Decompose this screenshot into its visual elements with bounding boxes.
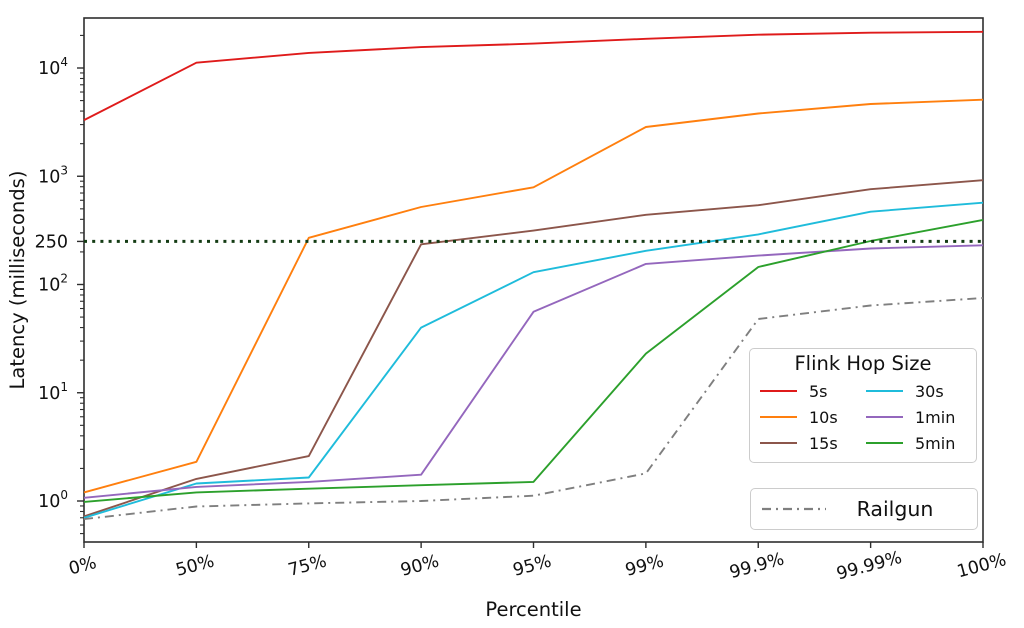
legend-entry-5s: 5s: [758, 378, 864, 404]
series-line-railgun: [83, 297, 984, 521]
legend-title: Flink Hop Size: [794, 352, 932, 375]
legend-swatch-30s: [866, 390, 903, 392]
x-tick-label: 50%: [174, 551, 217, 580]
legend-swatch-1min: [866, 416, 903, 418]
series-line-5s: [83, 30, 984, 121]
legend-entries: 5s 10s 15s 30s 1min 5min: [750, 376, 976, 456]
legend-swatch-10s: [760, 416, 797, 418]
series-line-1min: [83, 244, 984, 499]
y-tick-label: 104: [38, 55, 68, 79]
x-tick-label: 75%: [286, 551, 329, 580]
x-tick-label: 99.9%: [728, 549, 787, 583]
legend-railgun: Railgun: [750, 488, 978, 530]
y-tick-label: 102: [38, 272, 68, 296]
legend-label-5min: 5min: [915, 433, 956, 453]
y-tick-label: 250: [35, 232, 68, 252]
x-tick-label: 99%: [623, 551, 666, 580]
y-axis-label: Latency (milliseconds): [6, 171, 29, 390]
series-line-5min: [83, 218, 984, 503]
series-line-10s: [83, 98, 984, 494]
y-tick-label: 100: [38, 488, 68, 512]
y-tick-label: 103: [38, 163, 68, 187]
x-tick-label: 95%: [511, 551, 554, 580]
railgun-line-swatch: [762, 507, 826, 511]
legend-label-30s: 30s: [915, 381, 944, 401]
legend-label-5s: 5s: [809, 381, 828, 401]
x-tick-label: 90%: [398, 551, 441, 580]
series-line-15s: [83, 179, 984, 518]
legend-swatch-15s: [760, 442, 797, 444]
legend-label-1min: 1min: [915, 407, 956, 427]
series-line-30s: [83, 201, 984, 519]
legend-label-10s: 10s: [809, 407, 838, 427]
legend-swatch-5s: [760, 390, 797, 392]
legend-entry-15s: 15s: [758, 430, 864, 456]
legend-entry-10s: 10s: [758, 404, 864, 430]
plot-frame: [83, 17, 984, 543]
railgun-legend-label: Railgun: [856, 497, 934, 521]
x-tick-label: 0%: [67, 553, 99, 580]
x-axis-label: Percentile: [485, 598, 581, 621]
x-tick-label: 100%: [955, 550, 1009, 582]
legend-entry-30s: 30s: [864, 378, 970, 404]
legend-flink-hop-size: Flink Hop Size 5s 10s 15s 30s 1min 5min: [749, 348, 977, 463]
legend-swatch-5min: [866, 442, 903, 444]
y-tick-label: 101: [38, 380, 68, 404]
legend-entry-5min: 5min: [864, 430, 970, 456]
legend-entry-1min: 1min: [864, 404, 970, 430]
x-tick-label: 99.99%: [835, 548, 905, 585]
legend-label-15s: 15s: [809, 433, 838, 453]
